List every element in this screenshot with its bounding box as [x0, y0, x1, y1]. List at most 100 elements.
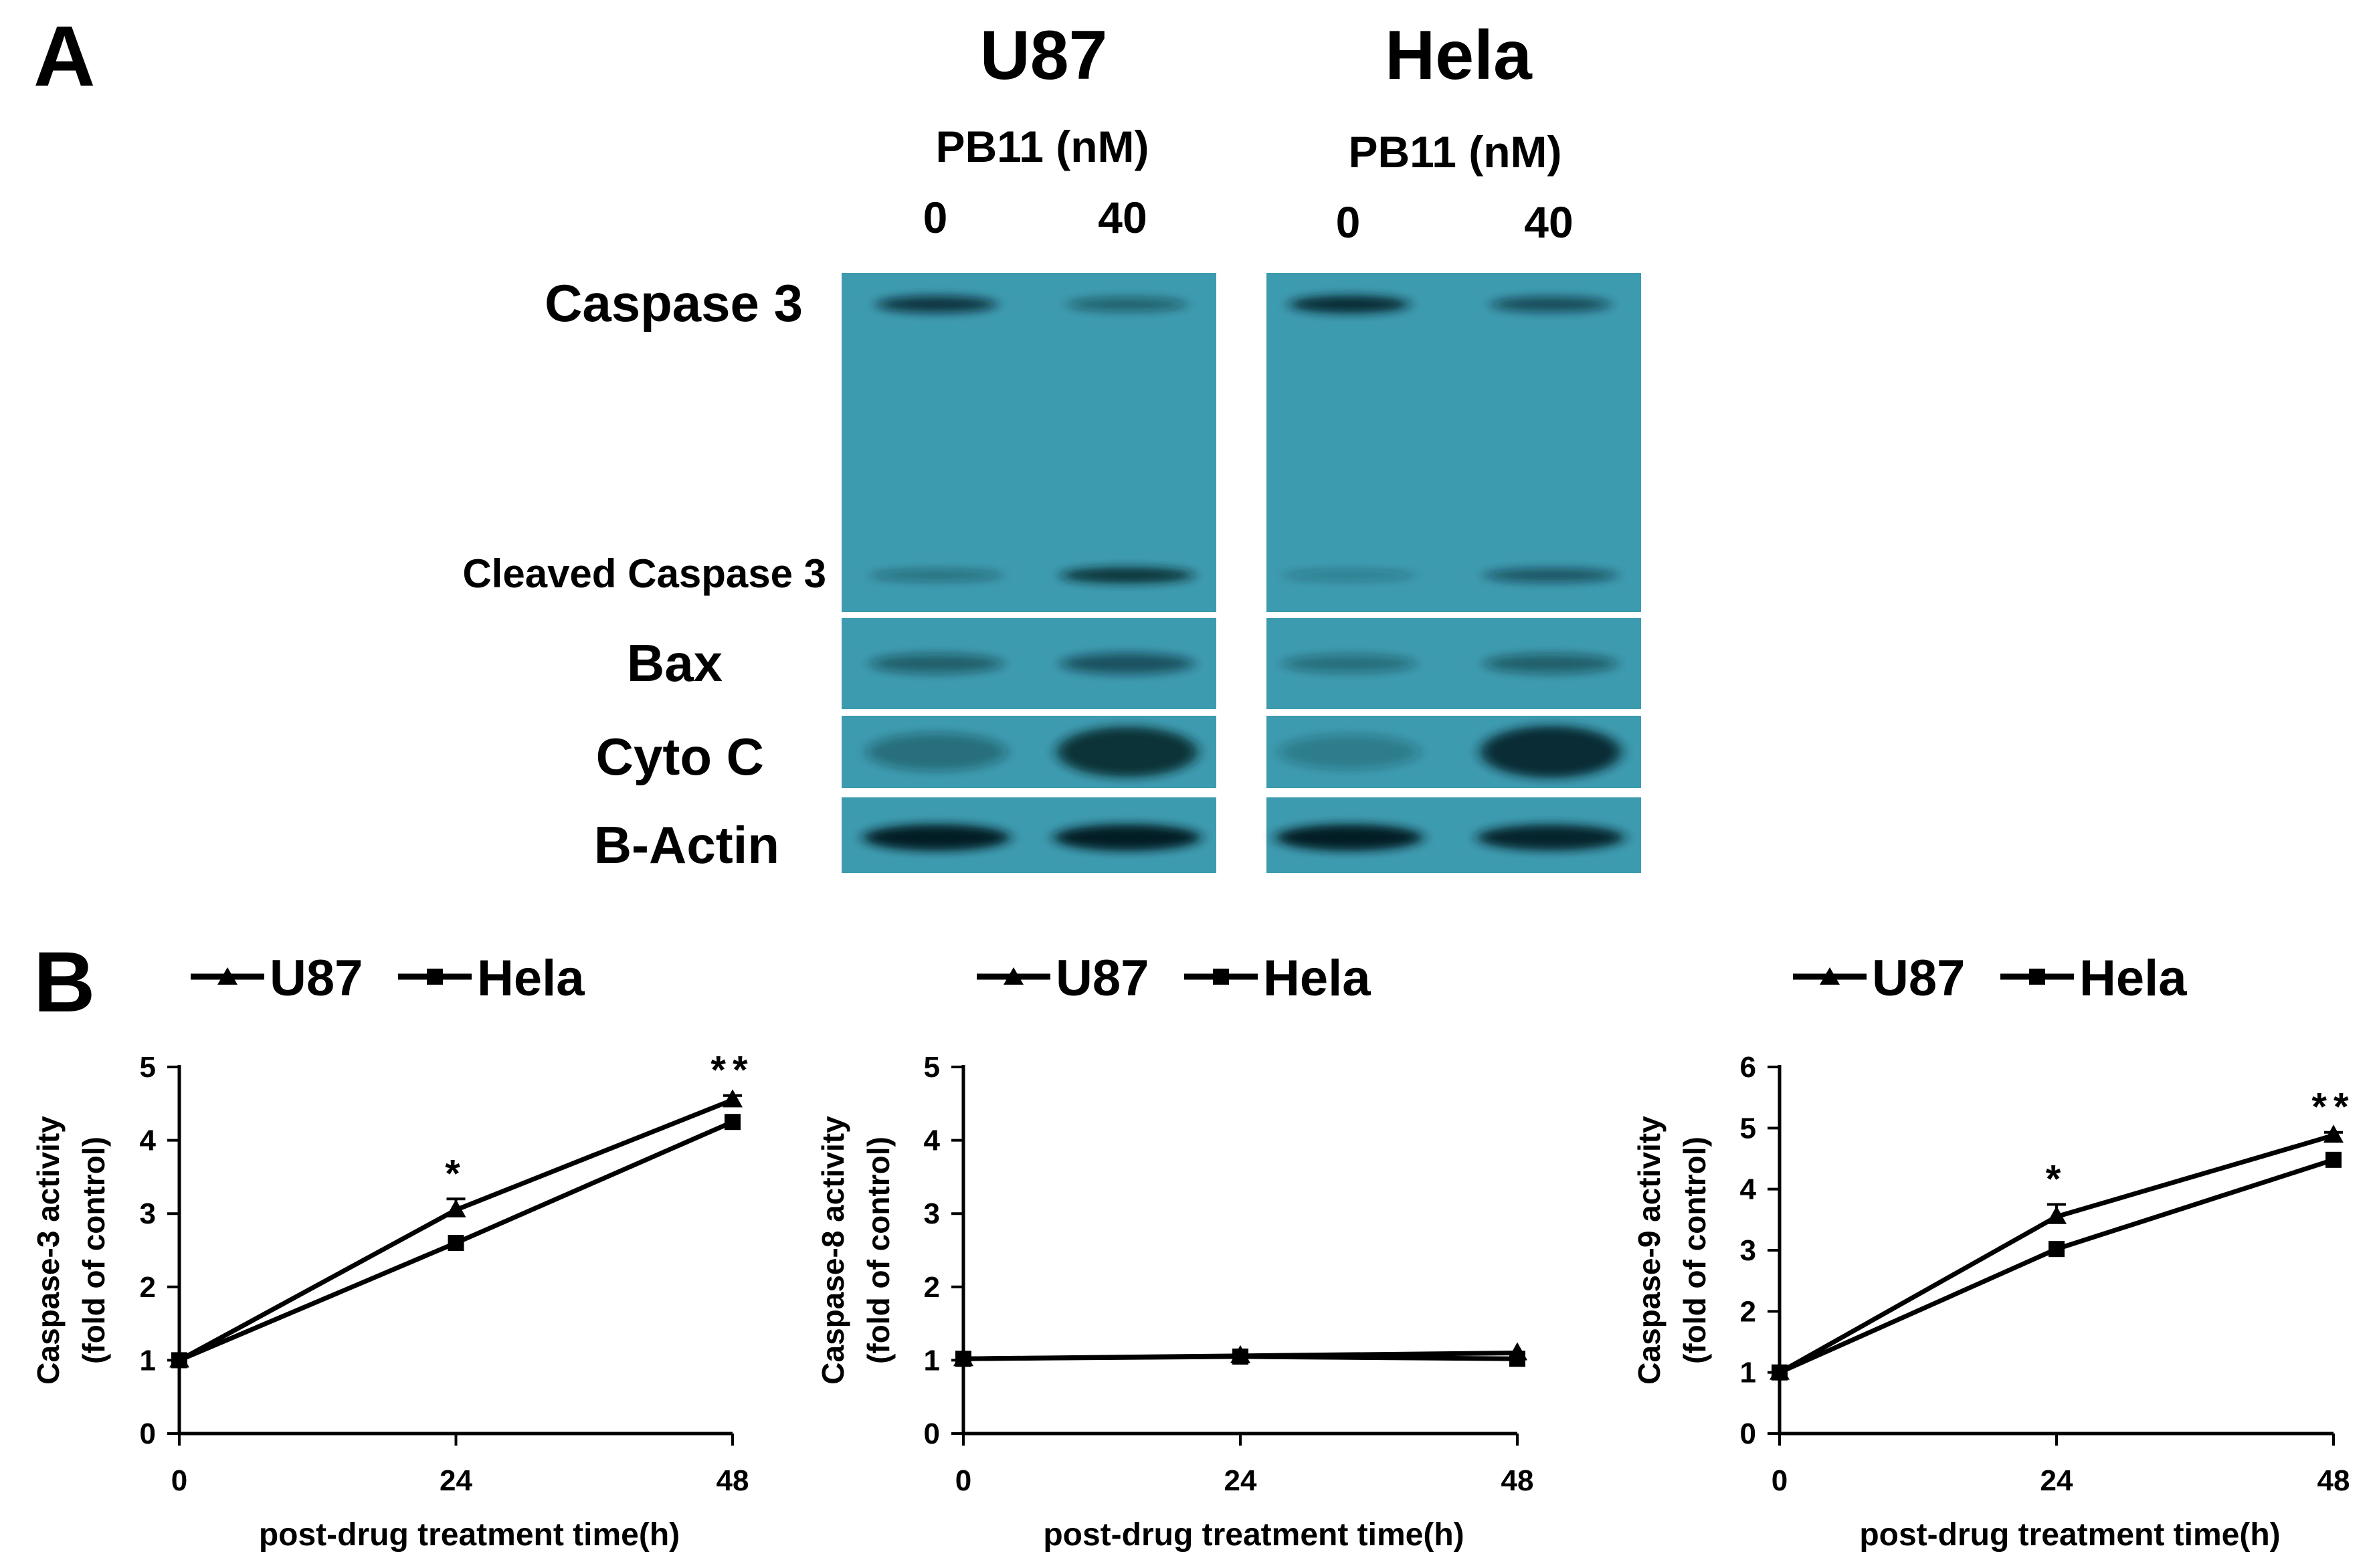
data-point-square	[2325, 1151, 2342, 1168]
data-point-triangle	[2047, 1205, 2067, 1224]
legend-square-marker	[427, 969, 443, 985]
y-tick-label: 5	[1740, 1112, 1756, 1145]
legend-label: Hela	[2079, 950, 2187, 1007]
x-tick-label: 0	[171, 1464, 187, 1497]
legend-square-marker	[2029, 969, 2045, 985]
x-tick-label: 48	[2317, 1464, 2350, 1497]
band-u87-cytoc-lane1	[866, 732, 1007, 771]
chart-legend: U87 Hela	[977, 950, 1371, 1007]
u87-lane-0-label: 0	[923, 193, 948, 242]
data-point-square	[1772, 1364, 1788, 1381]
hela-lane-40-label: 40	[1524, 197, 1573, 247]
data-point-square	[448, 1235, 464, 1252]
hela-header: Hela	[1385, 17, 1533, 94]
y-tick-label: 1	[140, 1344, 156, 1377]
chart-1: U87 Hela 0 1 2 3 4 5 0 24 48 post-drug treatment ti…	[31, 950, 754, 1553]
band-hela-cleaved-lane1	[1282, 569, 1416, 581]
legend-square-marker	[1213, 969, 1229, 985]
series-line	[178, 1098, 734, 1363]
legend-label: Hela	[477, 950, 585, 1007]
panel-a-letter: A	[33, 9, 95, 104]
legend-triangle-marker	[1004, 967, 1024, 985]
series-hela	[1772, 1151, 2342, 1381]
western-blots	[842, 273, 1641, 873]
band-u87-cytoc-lane2	[1057, 726, 1198, 777]
caspase3-label: Caspase 3	[545, 274, 803, 332]
y-tick-label: 0	[1740, 1417, 1756, 1450]
y-axis-sublabel: (fold of control)	[76, 1137, 111, 1364]
data-point-square	[725, 1114, 741, 1131]
y-tick-label: 1	[1740, 1357, 1756, 1389]
x-tick-label: 24	[440, 1464, 472, 1497]
data-point-square	[171, 1352, 187, 1369]
band-u87-caspase3-lane1	[876, 296, 997, 313]
x-axis-label: post-drug treatment time(h)	[259, 1517, 680, 1553]
y-tick-label: 4	[1740, 1173, 1757, 1206]
blot-strip-u87-caspase3	[842, 273, 1216, 612]
band-u87-cleaved-lane2	[1060, 567, 1194, 583]
band-hela-caspase3-lane1	[1289, 295, 1410, 314]
significance-marker: **	[710, 1049, 754, 1092]
series-hela	[955, 1348, 1525, 1367]
y-tick-label: 0	[140, 1417, 156, 1450]
u87-treatment-label: PB11 (nM)	[935, 122, 1149, 171]
data-point-triangle	[446, 1199, 466, 1217]
band-u87-bax-lane1	[870, 654, 1004, 674]
band-hela-cytoc-lane1	[1279, 734, 1420, 770]
data-point-square	[1509, 1351, 1525, 1367]
legend-label: U87	[1872, 950, 1965, 1007]
band-hela-bax-lane1	[1282, 654, 1416, 673]
u87-lane-40-label: 40	[1098, 193, 1147, 242]
significance-marker: *	[445, 1152, 467, 1195]
y-tick-label: 3	[1740, 1234, 1756, 1267]
data-point-triangle	[2323, 1124, 2344, 1143]
x-axis-label: post-drug treatment time(h)	[1043, 1517, 1464, 1553]
y-tick-label: 2	[1740, 1295, 1756, 1328]
hela-lane-0-label: 0	[1336, 197, 1361, 247]
legend-label: U87	[270, 950, 363, 1007]
data-point-square	[1232, 1348, 1248, 1365]
x-tick-label: 48	[1501, 1464, 1534, 1497]
bax-label: Bax	[627, 633, 723, 692]
legend-triangle-marker	[217, 967, 237, 985]
band-hela-actin-lane1	[1276, 824, 1423, 851]
legend-label: U87	[1056, 950, 1149, 1007]
y-axis-label: Caspase-3 activity	[31, 1116, 66, 1385]
series-hela	[171, 1114, 741, 1369]
chart-legend: U87 Hela	[191, 950, 585, 1007]
legend-label: Hela	[1263, 950, 1371, 1007]
cleaved-caspase3-label: Cleaved Caspase 3	[462, 551, 826, 596]
band-u87-actin-lane2	[1054, 824, 1201, 851]
y-tick-label: 2	[924, 1271, 940, 1304]
y-tick-label: 4	[924, 1124, 941, 1157]
y-axis-sublabel: (fold of control)	[1677, 1137, 1712, 1364]
chart-legend: U87 Hela	[1793, 950, 2187, 1007]
y-tick-label: 5	[140, 1051, 156, 1084]
significance-marker: *	[2046, 1158, 2068, 1201]
band-hela-bax-lane2	[1484, 654, 1618, 674]
y-tick-label: 0	[924, 1417, 940, 1450]
band-u87-caspase3-lane2	[1067, 297, 1187, 312]
band-hela-cleaved-lane2	[1484, 568, 1618, 583]
x-tick-label: 48	[717, 1464, 749, 1497]
hela-treatment-label: PB11 (nM)	[1348, 127, 1561, 177]
y-tick-label: 6	[1740, 1051, 1756, 1084]
y-tick-label: 3	[140, 1197, 156, 1230]
y-tick-label: 1	[924, 1344, 940, 1377]
blot-strip-hela-caspase3	[1266, 273, 1641, 612]
x-tick-label: 24	[1224, 1464, 1257, 1497]
y-axis-sublabel: (fold of control)	[861, 1137, 896, 1364]
x-tick-label: 24	[2040, 1464, 2073, 1497]
u87-header: U87	[980, 17, 1108, 94]
significance-marker: **	[2311, 1086, 2355, 1129]
x-axis-label: post-drug treatment time(h)	[1859, 1517, 2280, 1553]
y-tick-label: 2	[140, 1271, 156, 1304]
panel-b-letter: B	[33, 935, 95, 1030]
data-point-square	[2049, 1241, 2065, 1258]
y-axis-label: Caspase-9 activity	[1632, 1116, 1667, 1385]
y-axis-label: Caspase-8 activity	[816, 1116, 850, 1385]
data-point-square	[955, 1351, 971, 1367]
chart-2: U87 Hela 0 1 2 3 4 5 0 24 48 post-drug treatment ti…	[816, 950, 1533, 1553]
